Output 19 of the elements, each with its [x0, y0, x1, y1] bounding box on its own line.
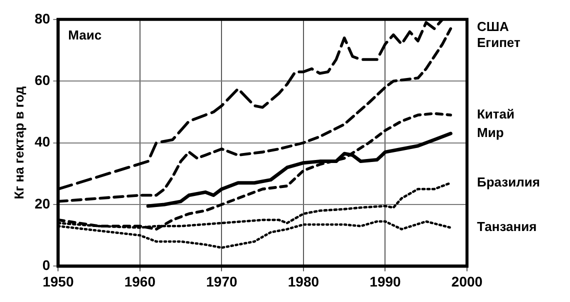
text: Египет: [477, 34, 520, 50]
y-tick-label: 20: [34, 195, 50, 212]
y-tick-label: 60: [34, 72, 50, 88]
y-tick-label: 40: [34, 134, 50, 150]
x-tick-label: 1990: [370, 273, 402, 290]
x-tick-label: 1970: [206, 273, 238, 290]
x-tick-label: 1960: [124, 273, 156, 290]
text: Бразилия: [477, 174, 540, 190]
y-axis-title: Кг на гектар в год: [11, 86, 26, 200]
y-tick-label: 0: [42, 257, 50, 274]
x-tick-label: 1950: [42, 273, 74, 290]
text: Мир: [477, 125, 504, 140]
text: Маис: [68, 27, 102, 42]
text: Танзания: [477, 219, 537, 234]
x-tick-label: 2000: [451, 273, 483, 290]
y-tick-label: 80: [34, 10, 50, 26]
x-tick-label: 1980: [288, 273, 320, 290]
text: США: [477, 18, 510, 34]
text: Китай: [477, 106, 515, 122]
